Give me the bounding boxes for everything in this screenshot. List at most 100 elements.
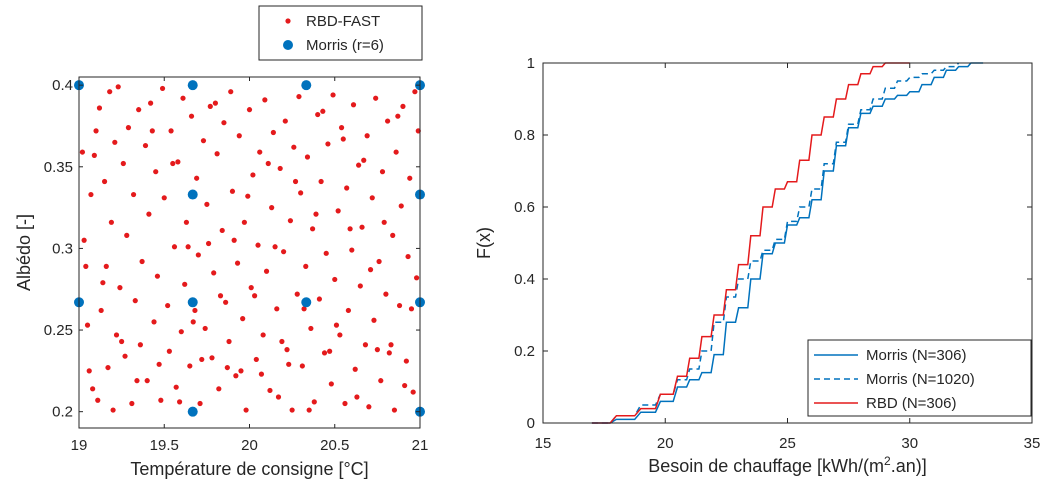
rbd-fast-point xyxy=(279,338,285,345)
rbd-fast-point xyxy=(337,332,343,338)
legend-marker-morris-r6 xyxy=(283,40,293,50)
rbd-fast-point xyxy=(205,240,212,247)
rbd-fast-point xyxy=(161,195,167,201)
cdf-series-line-1 xyxy=(591,62,960,424)
scatter-y-axis-label: Albédo [-] xyxy=(14,214,34,291)
rbd-fast-point xyxy=(402,382,408,389)
cdf-x-tick-label: 20 xyxy=(657,435,674,452)
rbd-fast-point xyxy=(190,319,196,325)
rbd-fast-point xyxy=(323,250,329,256)
scatter-legend-box xyxy=(258,5,423,61)
rbd-fast-point xyxy=(294,291,300,297)
rbd-fast-point xyxy=(170,160,176,167)
rbd-fast-point xyxy=(243,407,249,413)
rbd-fast-point xyxy=(245,193,251,199)
cdf-x-axis-label: Besoin de chauffage [kWh/(m2.an)] xyxy=(648,454,927,476)
rbd-fast-point xyxy=(318,178,324,185)
scatter-y-tick-label: 0.35 xyxy=(44,159,73,176)
legend-label-morris-r6: Morris (r=6) xyxy=(306,37,384,54)
rbd-fast-point xyxy=(221,120,227,126)
rbd-fast-point xyxy=(130,191,137,198)
scatter-x-axis-label: Température de consigne [°C] xyxy=(130,459,368,479)
rbd-fast-point xyxy=(376,258,382,265)
rbd-fast-point xyxy=(151,319,157,325)
rbd-fast-point xyxy=(282,118,288,124)
rbd-fast-point xyxy=(378,378,384,384)
rbd-fast-point xyxy=(410,389,416,395)
rbd-fast-point xyxy=(315,111,321,118)
rbd-fast-point xyxy=(267,387,273,394)
rbd-fast-point xyxy=(228,89,234,95)
rbd-fast-point xyxy=(207,103,213,109)
rbd-fast-point xyxy=(361,157,367,163)
rbd-fast-point xyxy=(176,399,183,405)
rbd-fast-point xyxy=(200,138,207,144)
scatter-y-tick-label: 0.25 xyxy=(44,322,73,339)
rbd-fast-point xyxy=(154,273,161,279)
rbd-fast-point xyxy=(98,307,104,314)
rbd-fast-point xyxy=(390,232,396,238)
rbd-fast-point xyxy=(238,368,244,374)
rbd-fast-point xyxy=(81,237,87,243)
rbd-fast-point xyxy=(412,89,418,95)
rbd-fast-point xyxy=(367,267,374,273)
rbd-fast-point xyxy=(165,302,171,309)
rbd-fast-point xyxy=(107,89,113,95)
rbd-fast-point xyxy=(366,404,372,410)
rbd-fast-point xyxy=(281,249,287,255)
rbd-fast-point xyxy=(214,151,220,157)
cdf-series-line-2 xyxy=(591,62,910,424)
rbd-fast-point xyxy=(122,353,128,359)
rbd-fast-point xyxy=(156,361,162,367)
rbd-fast-point xyxy=(84,322,91,328)
rbd-fast-point xyxy=(113,332,120,338)
rbd-fast-point xyxy=(374,347,380,353)
rbd-fast-point xyxy=(395,113,401,119)
legend-label-rbd-fast: RBD-FAST xyxy=(306,13,380,30)
rbd-fast-point xyxy=(291,144,297,150)
rbd-fast-point xyxy=(187,363,193,369)
rbd-fast-point xyxy=(321,350,328,356)
rbd-fast-point xyxy=(344,185,350,191)
rbd-fast-point xyxy=(287,218,294,224)
rbd-fast-point xyxy=(327,348,333,354)
rbd-fast-point xyxy=(338,125,345,131)
cdf-plot: 15 20 25 30 35 0 0.2 0.4 0.6 0.8 1 Besoin de chauf… xyxy=(474,55,1040,476)
cdf-x-tick-label: 30 xyxy=(901,435,918,452)
rbd-fast-point xyxy=(216,386,222,392)
rbd-fast-point xyxy=(350,102,357,108)
rbd-fast-point xyxy=(332,276,338,283)
cdf-y-tick-label: 0.2 xyxy=(514,343,535,360)
cdf-x-tick-label: 15 xyxy=(535,435,552,452)
cdf-x-tick-label: 35 xyxy=(1024,435,1041,452)
cdf-y-tick-label: 1 xyxy=(527,55,535,72)
cdf-y-tick-label: 0.4 xyxy=(514,271,535,288)
rbd-fast-point xyxy=(96,105,103,111)
rbd-fast-point xyxy=(400,103,406,109)
cdf-x-axis-label-main: Besoin de chauffage [kWh/(m xyxy=(648,456,884,476)
rbd-fast-point xyxy=(373,95,379,101)
scatter-y-tick-label: 0.3 xyxy=(52,240,73,257)
rbd-fast-point xyxy=(292,178,299,185)
rbd-fast-point xyxy=(335,208,341,214)
rbd-fast-point xyxy=(236,133,242,139)
rbd-fast-point xyxy=(209,355,215,361)
rbd-fast-point xyxy=(347,226,353,232)
rbd-fast-point xyxy=(252,293,258,299)
rbd-fast-point xyxy=(125,125,132,131)
rbd-fast-point xyxy=(188,113,195,119)
rbd-fast-point xyxy=(83,263,89,269)
rbd-fast-point xyxy=(386,350,392,356)
rbd-fast-point xyxy=(340,136,346,142)
rbd-fast-point xyxy=(369,195,375,201)
scatter-x-tick-label: 19 xyxy=(71,437,88,454)
scatter-y-tick-label: 0.4 xyxy=(52,77,73,94)
rbd-fast-point xyxy=(185,244,191,250)
rbd-fast-point xyxy=(246,107,253,113)
scatter-plot-area xyxy=(79,77,420,428)
rbd-fast-point xyxy=(229,188,236,194)
rbd-fast-point xyxy=(226,338,232,345)
rbd-fast-point xyxy=(381,219,387,225)
cdf-x-axis-label-end: .an)] xyxy=(891,456,927,476)
